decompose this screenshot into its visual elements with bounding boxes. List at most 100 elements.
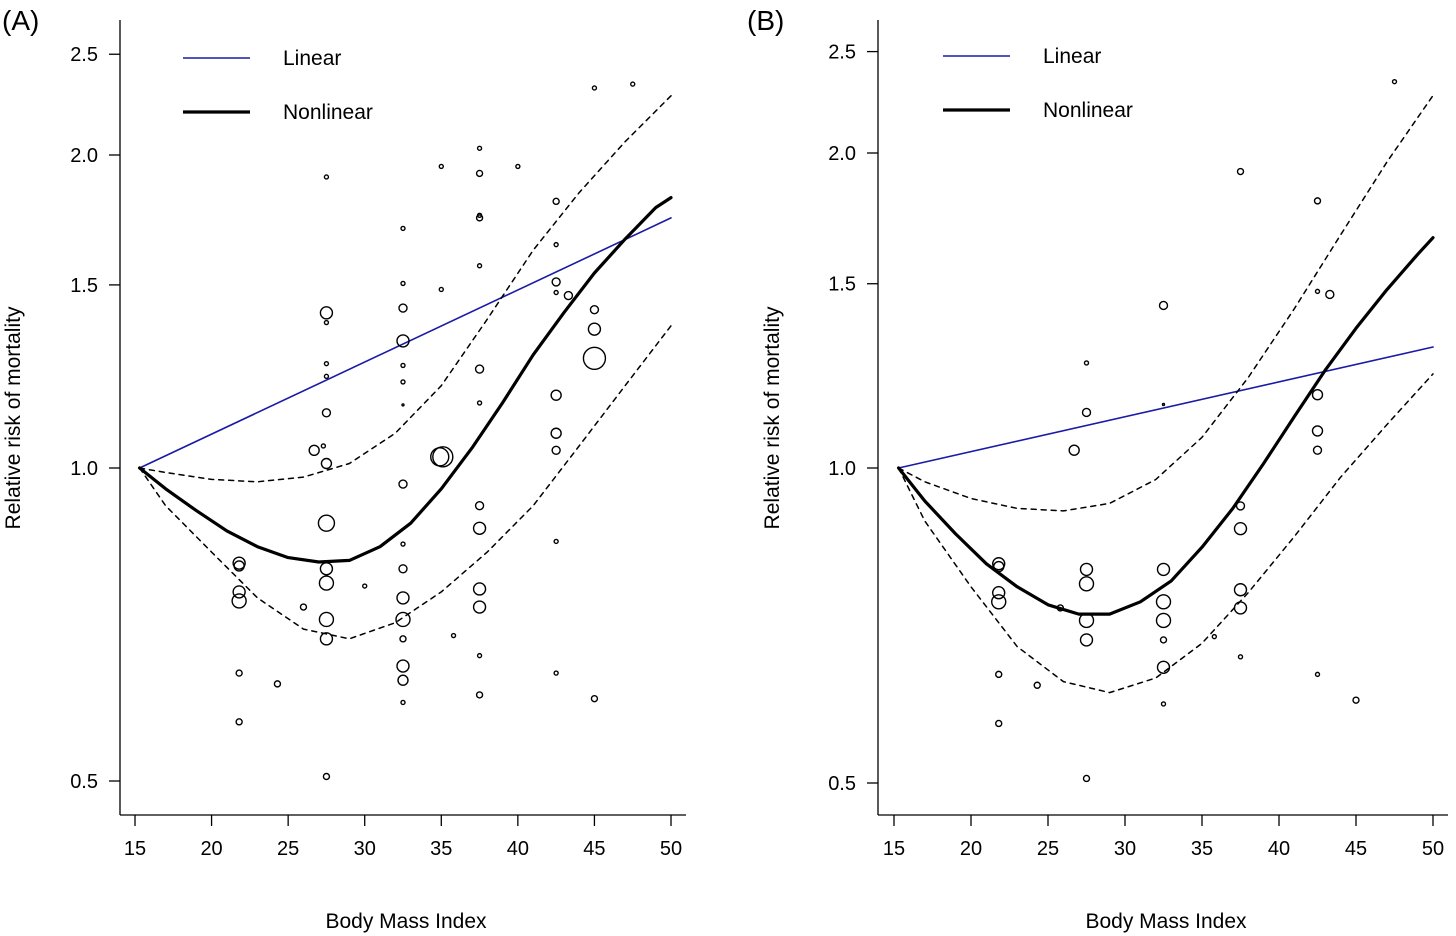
panel-b-data-point [1325,289,1335,300]
panel-a-linear-fit-line [138,217,672,469]
panel-b-data-point [1311,389,1324,401]
panel-b-data-point [1233,583,1248,597]
panel-a-data-point [308,444,320,456]
panel-b-legend-nonlinear-label: Nonlinear [1043,99,1133,122]
panel-b-data-point [1078,612,1095,629]
panel-a-x-tick-label: 50 [660,838,682,860]
panel-b-data-point [1033,681,1041,689]
panel-b-y-tick-label: 1.5 [828,274,856,296]
panel-a-y-axis-title: Relative risk of mortality [2,306,25,529]
panel-b-data-point [1211,633,1218,640]
panel-b-data-point [1083,360,1090,366]
panel-a-data-point [552,197,560,206]
panel-b-y-tick-label: 1.0 [828,458,856,480]
panel-a-data-point [476,652,483,659]
panel-a-data-point [550,427,562,439]
panel-b-data-point [1079,633,1094,647]
panel-a-data-point [553,241,559,248]
panel-b-x-tick-label: 20 [960,838,982,860]
panel-a-data-point [472,600,487,614]
panel-b-legend: Linear Nonlinear [943,45,1133,122]
panel-a-data-point [475,214,484,222]
panel-a-data-point [399,635,407,643]
panel-b-linear-fit-line [897,346,1434,469]
panel-a-data-point [396,334,410,348]
panel-b-x-tick-label: 25 [1037,838,1059,860]
panel-b-data-point [1352,696,1360,704]
panel-b-data-point [1082,774,1091,783]
panel-a-data-point [320,443,327,449]
panel-b-data-point [1159,636,1168,644]
panel-a-data-point [550,389,562,401]
panel-a-data-point [400,699,406,706]
panel-a-data-point [323,174,330,180]
panel-a-legend: Linear Nonlinear [183,47,373,124]
panel-a-data-point [553,670,559,676]
panel-a-data-point [476,145,483,151]
panel-b-data-point [1233,521,1248,536]
panel-b-data-point [1158,300,1169,311]
panel-a-data-point [235,718,243,726]
panel-a-nonlinear-fit-line [138,196,673,564]
panel-a-data-point [400,225,406,232]
panel-a-data-point [590,694,599,703]
panel-a-data-point [231,593,247,609]
panel-a-data-point [476,400,483,406]
panel-a-data-point [400,379,406,385]
panel-a-y-tick-label: 2.0 [70,145,98,167]
panel-b-data-point [1056,604,1065,612]
panel-b-data-point [1313,197,1322,205]
panel-a-data-point [299,603,308,611]
panel-b-data-point [1233,601,1248,615]
panel-b-data-point [1155,594,1172,610]
panel-b-y-tick-label: 0.5 [828,773,856,795]
panel-a-data-point [432,446,454,468]
panel-b-data-point [1237,654,1244,660]
panel-b-y-tick-label: 2.0 [828,143,856,165]
panel-b-x-tick-label: 35 [1191,838,1213,860]
panel-a-data-point [472,521,487,535]
panel-a-data-point [396,591,410,605]
panel-a-data-point [396,659,410,673]
panel-a-x-tick-label: 20 [200,838,222,860]
panel-b-data-point [995,719,1003,728]
panel-a-data-point [398,564,408,574]
panel-a-data-point [398,303,408,313]
panel-a-data-point [401,403,405,407]
panel-a-data-point [232,556,246,570]
panel-a-x-tick-label: 15 [124,838,146,860]
panel-a-data-point [551,277,561,287]
panel-a-data-point [233,560,245,572]
panel-a-data-point [395,611,411,628]
panel-b-data-point [1311,425,1324,437]
panel-a-data-point [319,632,334,646]
panel-a-data-point [475,169,484,178]
panel-a-data-point [400,362,406,369]
panel-a-data-point [322,772,331,781]
panel-a-data-point [318,575,335,591]
panel-a-x-axis-title: Body Mass Index [325,910,487,933]
panel-a-data-point [235,669,243,677]
panel-a-upper-ci-line [138,95,672,483]
panel-b-x-tick-label: 40 [1268,838,1290,860]
panel-a-legend-nonlinear-label: Nonlinear [283,101,373,124]
panel-b-plot-area: 15 20 25 30 35 40 45 50 0.5 1.0 1.5 2.0 2.5 [828,20,1448,860]
panel-b-x-tick-label: 15 [883,838,905,860]
panel-a-data-point [321,408,332,418]
panel-a-data-point [323,360,330,367]
panel-a-data-point [438,286,444,293]
panel-a-data-point [589,304,600,315]
panel-a-x-tick-label: 40 [507,838,529,860]
panel-b-x-tick-label: 50 [1422,838,1444,860]
panel-b-data-point [992,586,1006,600]
panel-b-x-axis-title: Body Mass Index [1085,910,1247,933]
panel-a-data-point [438,163,444,170]
panel-a-data-point [450,632,457,639]
panel-a-legend-linear-label: Linear [283,47,341,70]
panel-a-data-point [476,263,483,269]
panel-b-data-point [1079,562,1094,577]
panel-b-data-point [1314,288,1321,295]
panel-b-data-point [1235,501,1246,511]
panel-a-data-point [397,674,409,686]
